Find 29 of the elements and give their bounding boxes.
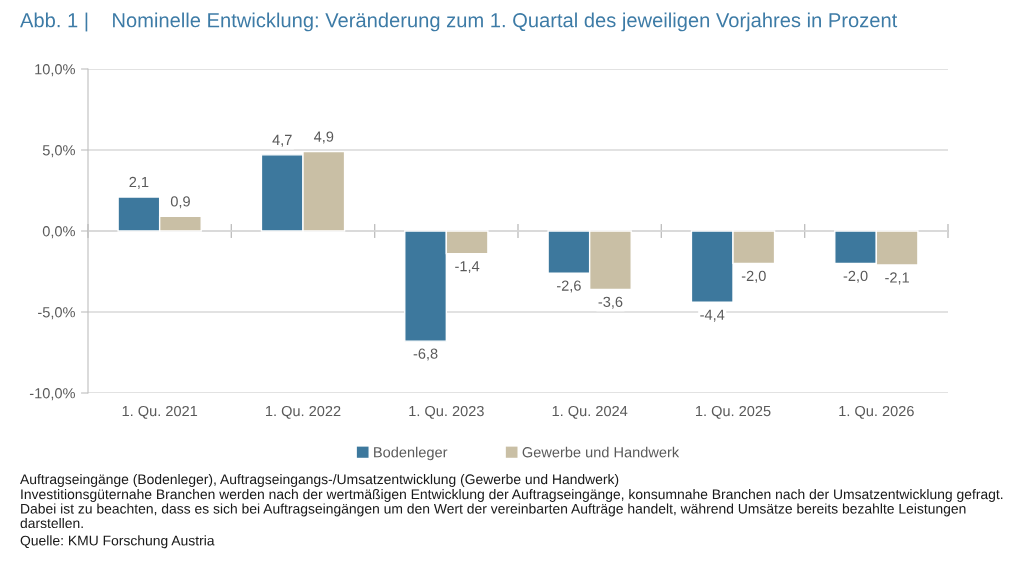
- legend-label: Gewerbe und Handwerk: [522, 446, 680, 458]
- x-tick-label: 1. Qu. 2024: [552, 405, 628, 419]
- chart-title: Abb. 1 | Nominelle Entwicklung: Veränderung zum 1. Quartal des jeweiligen Vorjahres in Prozent: [20, 12, 898, 32]
- data-label: -2,0: [843, 270, 868, 283]
- data-label: -4,4: [700, 309, 725, 322]
- y-tick-label: -10,0%: [29, 388, 75, 401]
- y-tick-label: -5,0%: [38, 307, 75, 320]
- text: Investitionsgüternahe Branchen werden nach der wertmäßigen Entwicklung der Auftragseingänge, konsumnahe Branchen nach der Umsatzentwicklung gefragt. Dabei ist zu beachten, dass es sich bei Auftragseingängen um den Wert der vereinbarten Aufträge handelt, während Umsätze bereits bezahlte Leistungen darstellen.: [20, 489, 1003, 529]
- source-note: Quelle: KMU Forschung Austria: [20, 535, 215, 549]
- data-label: -2,0: [741, 270, 766, 283]
- data-label: -1,4: [455, 261, 480, 274]
- x-tick-label: 1. Qu. 2021: [122, 405, 198, 419]
- data-label: -6,8: [413, 348, 438, 361]
- text: Auftragseingänge (Bodenleger), Auftragseingangs-/Umsatzentwicklung (Gewerbe und Handwerk): [20, 474, 619, 487]
- x-tick-label: 1. Qu. 2022: [266, 405, 341, 419]
- legend-label: Bodenleger: [374, 446, 448, 461]
- x-tick-label: 1. Qu. 2023: [409, 405, 484, 419]
- x-tick-label: 1. Qu. 2026: [839, 405, 914, 419]
- y-tick-label: 10,0%: [35, 64, 75, 77]
- x-tick-label: 1. Qu. 2025: [696, 405, 771, 419]
- data-label: 0,9: [170, 196, 190, 209]
- data-label: -3,6: [598, 296, 623, 309]
- data-label: 4,9: [313, 131, 334, 144]
- data-label: -2,1: [885, 272, 909, 285]
- data-label: -2,6: [556, 280, 581, 293]
- data-label: 2,1: [129, 176, 149, 189]
- y-tick-label: 0,0%: [42, 226, 75, 239]
- data-label: 4,7: [272, 134, 292, 147]
- y-tick-label: 5,0%: [42, 145, 75, 158]
